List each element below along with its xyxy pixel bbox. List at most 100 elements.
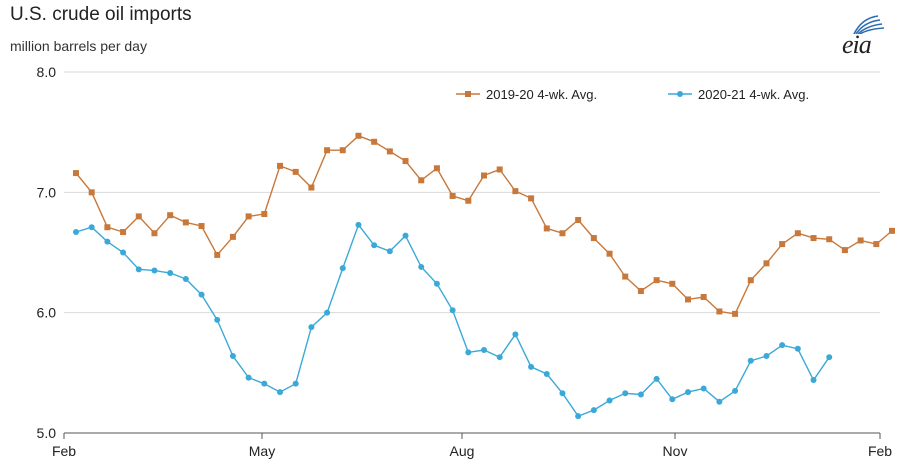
- data-point: [528, 195, 535, 202]
- data-point: [308, 324, 315, 331]
- data-point: [575, 217, 582, 224]
- data-point: [465, 197, 472, 204]
- data-point: [229, 233, 236, 240]
- data-point: [559, 230, 566, 237]
- data-point: [73, 170, 79, 177]
- data-point: [606, 397, 613, 404]
- data-point: [277, 162, 283, 169]
- data-point: [182, 219, 189, 226]
- data-point: [245, 213, 252, 220]
- data-point: [481, 172, 487, 179]
- data-point: [355, 221, 362, 228]
- gridlines: [64, 71, 880, 314]
- eia-logo-rays-icon: [853, 15, 885, 35]
- data-point: [386, 148, 393, 155]
- data-point: [167, 212, 174, 219]
- data-point: [433, 165, 440, 172]
- data-point: [418, 263, 425, 270]
- legend-item-1: 2019-20 4-wk. Avg.: [456, 87, 597, 102]
- data-point: [449, 192, 456, 199]
- data-point: [418, 177, 425, 184]
- legend: 2019-20 4-wk. Avg. 2020-21 4-wk. Avg.: [456, 87, 809, 102]
- data-point: [841, 247, 848, 254]
- data-point: [669, 396, 676, 403]
- data-point: [433, 280, 440, 287]
- data-point: [324, 309, 331, 316]
- chart-title: U.S. crude oil imports: [10, 4, 192, 25]
- data-point: [496, 166, 503, 173]
- y-tick-label: 8.0: [37, 64, 57, 80]
- data-point: [277, 389, 283, 396]
- data-point: [229, 352, 236, 359]
- data-point: [135, 213, 142, 220]
- data-point: [182, 275, 189, 282]
- data-point: [543, 225, 550, 232]
- data-point: [653, 277, 660, 284]
- eia-logo: eia: [840, 14, 892, 59]
- data-point: [261, 210, 268, 217]
- data-point: [245, 374, 252, 381]
- data-point: [120, 249, 127, 256]
- data-point: [512, 331, 519, 338]
- data-point: [135, 266, 142, 273]
- y-tick-label: 7.0: [37, 184, 57, 200]
- data-point: [120, 229, 127, 236]
- data-point: [779, 241, 786, 248]
- data-point: [88, 189, 95, 196]
- y-tick-label: 6.0: [37, 305, 57, 321]
- data-point: [685, 296, 691, 303]
- data-point: [559, 390, 566, 397]
- data-point: [386, 248, 393, 255]
- x-tick-label: Feb: [868, 443, 892, 459]
- data-point: [214, 251, 221, 258]
- data-point: [402, 158, 409, 165]
- data-point: [198, 291, 205, 298]
- eia-logo-text: eia: [842, 30, 872, 59]
- data-point: [481, 346, 487, 353]
- data-point: [151, 267, 158, 274]
- data-point: [308, 184, 315, 191]
- data-point: [214, 316, 221, 323]
- data-point: [794, 345, 801, 352]
- data-point: [669, 280, 676, 287]
- data-point: [104, 224, 111, 231]
- data-point: [465, 349, 472, 356]
- x-tick-label: Feb: [52, 443, 76, 459]
- data-point: [198, 223, 205, 230]
- legend-marker: [465, 91, 471, 97]
- series-layer: [73, 132, 895, 420]
- data-point: [732, 387, 739, 394]
- data-point: [700, 294, 707, 301]
- legend-marker: [677, 91, 683, 97]
- x-tick-label: Nov: [663, 443, 688, 459]
- series-1: [73, 132, 895, 317]
- data-point: [810, 235, 817, 242]
- data-point: [590, 407, 597, 414]
- data-point: [685, 389, 691, 396]
- data-point: [794, 230, 801, 237]
- data-point: [637, 391, 644, 398]
- data-point: [151, 230, 158, 237]
- data-point: [512, 188, 519, 195]
- data-point: [528, 363, 535, 370]
- data-point: [826, 354, 833, 361]
- data-point: [88, 224, 95, 231]
- data-point: [747, 357, 754, 364]
- data-point: [716, 308, 723, 315]
- data-point: [543, 371, 550, 378]
- x-tick-label: May: [249, 443, 275, 459]
- y-axis-unit-label: million barrels per day: [10, 38, 147, 54]
- data-point: [810, 377, 817, 384]
- data-point: [371, 242, 378, 249]
- data-point: [590, 235, 597, 242]
- legend-label: 2020-21 4-wk. Avg.: [698, 87, 809, 102]
- data-point: [732, 310, 739, 317]
- data-point: [167, 269, 174, 276]
- data-point: [779, 342, 786, 349]
- data-point: [339, 147, 346, 154]
- data-point: [104, 238, 111, 245]
- data-point: [747, 277, 754, 284]
- data-point: [716, 398, 723, 405]
- series-line: [75, 134, 893, 315]
